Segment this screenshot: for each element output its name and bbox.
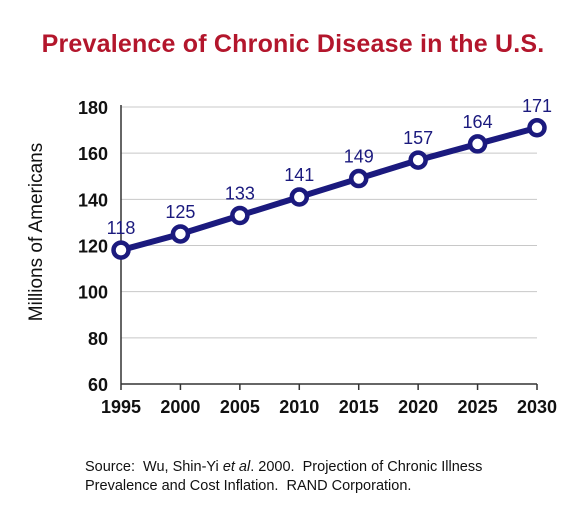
data-label: 118: [107, 218, 136, 238]
data-point: [289, 187, 310, 207]
x-tick-labels: 1995 2000 2005 2010 2015 2020 2025 2030: [101, 397, 557, 417]
data-point: [467, 134, 488, 154]
x-tick-label: 2020: [398, 397, 438, 417]
data-label: 171: [522, 96, 552, 116]
data-label: 164: [463, 112, 493, 132]
data-label: 149: [344, 147, 374, 167]
x-tick-label: 2000: [160, 397, 200, 417]
data-markers: [111, 118, 547, 260]
x-tick-label: 1995: [101, 397, 141, 417]
y-axis-label: Millions of Americans: [26, 143, 47, 321]
source-et-al: et al: [222, 459, 251, 475]
series-line-group: [118, 124, 540, 254]
y-tick-label: 140: [78, 190, 108, 210]
y-tick-label: 180: [78, 98, 108, 118]
data-point: [111, 240, 131, 260]
data-label: 157: [403, 128, 433, 148]
data-point: [230, 205, 250, 226]
x-tick-label: 2030: [517, 397, 557, 417]
data-point: [408, 150, 428, 170]
data-labels: 118 125 133 141 149 157 164 171: [107, 96, 552, 238]
x-tick-label: 2005: [220, 397, 260, 417]
data-label: 125: [165, 202, 195, 222]
y-tick-label: 160: [78, 144, 108, 164]
grid-lines: [121, 106, 537, 339]
source-prefix: Source: Wu, Shin-Yi: [85, 459, 223, 475]
data-point: [170, 224, 191, 244]
data-label: 141: [284, 165, 314, 185]
data-point: [348, 168, 369, 189]
x-tick-label: 2010: [279, 397, 319, 417]
data-label: 133: [225, 183, 255, 203]
y-tick-labels: 60 80 100 120 140 160 180: [78, 98, 108, 395]
y-tick-label: 100: [78, 283, 108, 303]
y-tick-label: 60: [88, 375, 108, 395]
source-line-1: Source: Wu, Shin-Yi et al. 2000. Project…: [85, 459, 482, 475]
x-tick-label: 2015: [339, 397, 379, 417]
chart-title: Prevalence of Chronic Disease in the U.S…: [41, 30, 545, 58]
source-suffix: . 2000. Projection of Chronic Illness: [250, 459, 483, 475]
y-tick-label: 80: [88, 329, 108, 349]
source-line-2: Prevalence and Cost Inflation. RAND Corp…: [85, 478, 412, 494]
data-point: [527, 118, 547, 138]
axes: [120, 105, 538, 390]
x-tick-label: 2025: [458, 397, 498, 417]
y-tick-label: 120: [78, 237, 108, 257]
series-line: [118, 124, 540, 254]
